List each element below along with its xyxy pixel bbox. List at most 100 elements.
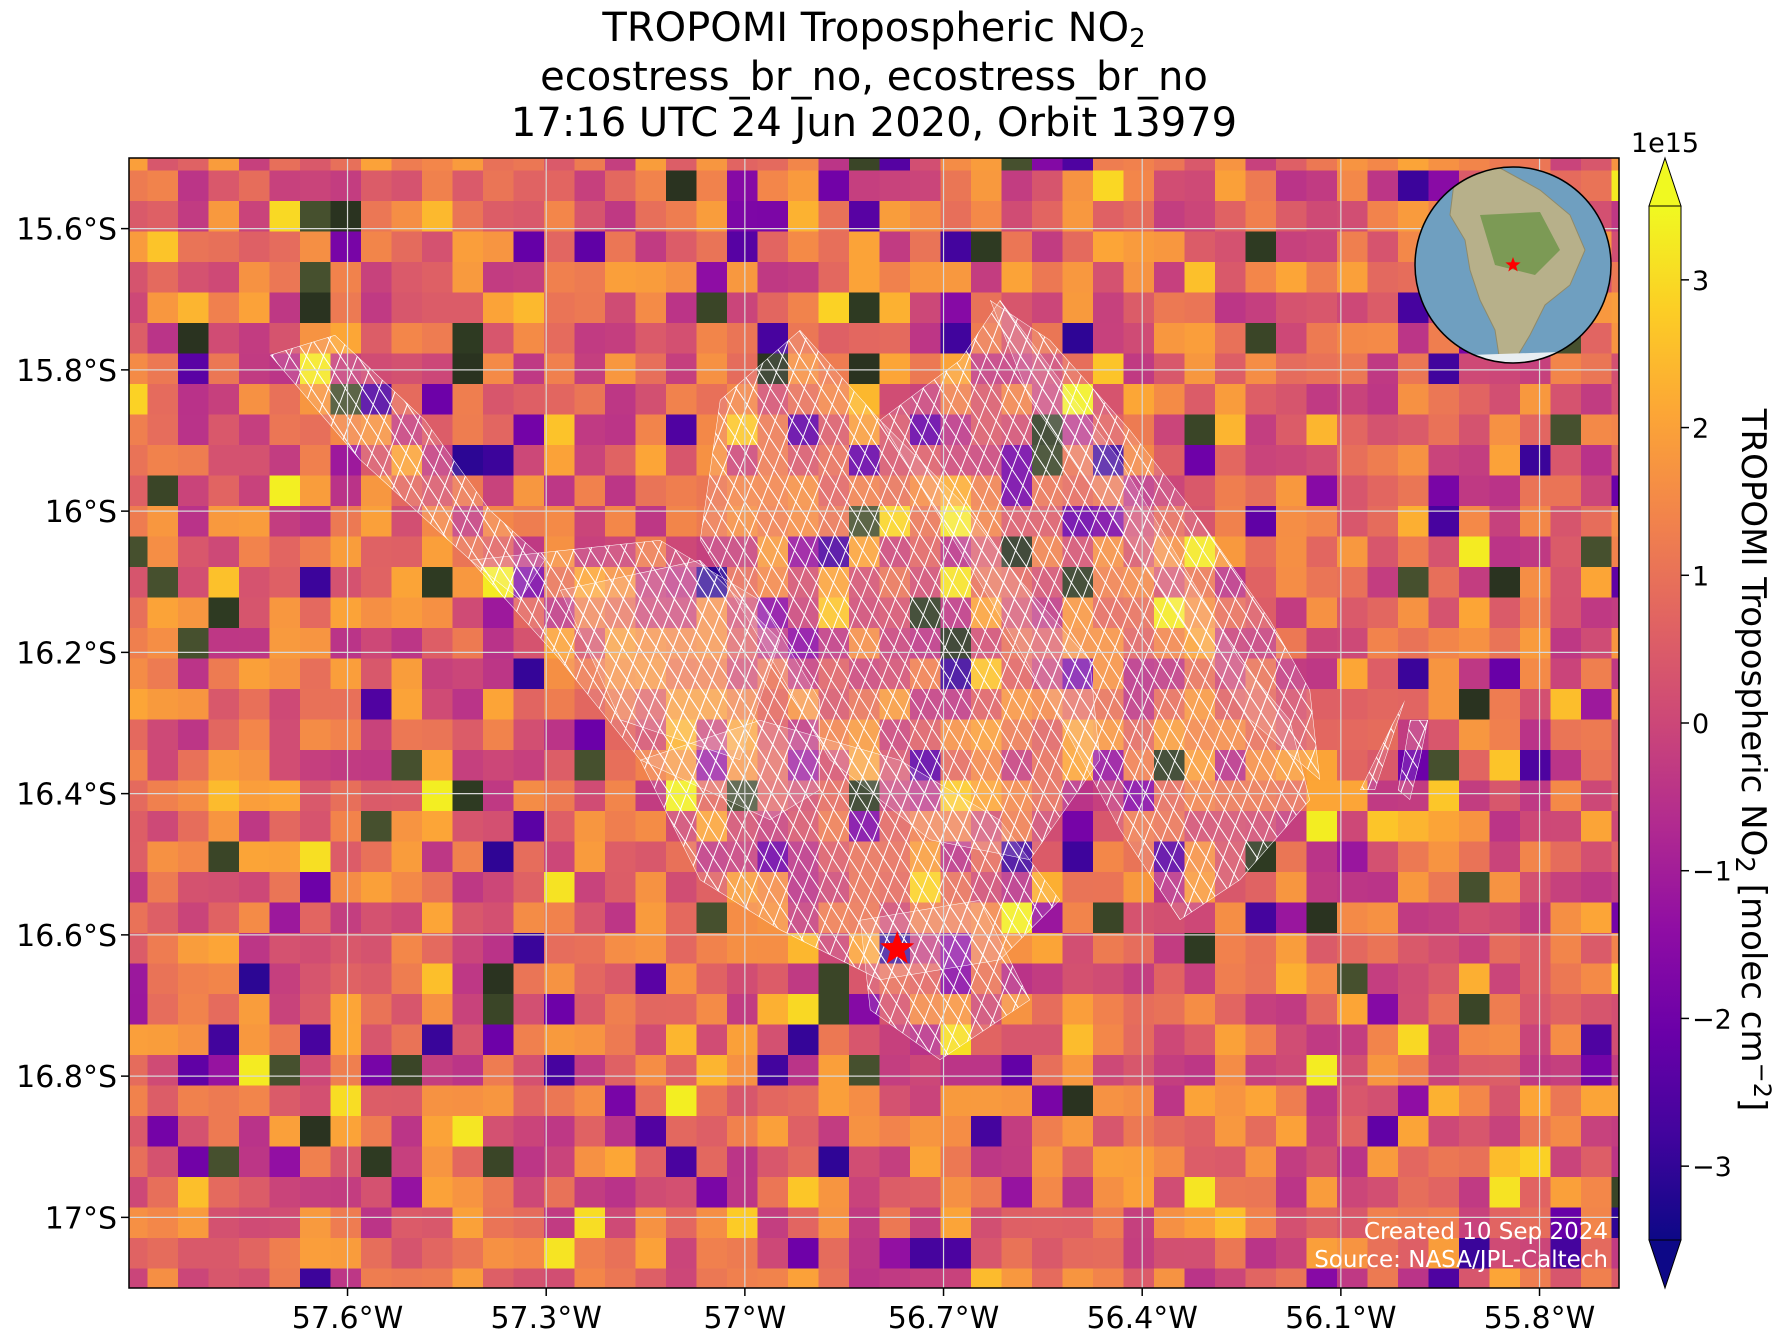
no2-pixel	[300, 1177, 332, 1209]
no2-pixel	[727, 1207, 759, 1239]
no2-pixel	[361, 689, 393, 721]
no2-pixel	[605, 475, 637, 507]
no2-pixel	[696, 475, 728, 507]
no2-pixel	[1337, 750, 1369, 782]
no2-pixel	[300, 262, 332, 294]
no2-pixel	[1276, 414, 1308, 446]
no2-pixel	[940, 231, 972, 263]
no2-pixel	[849, 231, 881, 263]
no2-pixel	[483, 158, 515, 172]
no2-pixel	[1032, 170, 1064, 202]
no2-pixel	[452, 353, 484, 385]
no2-pixel	[1459, 689, 1491, 721]
no2-pixel	[239, 536, 271, 568]
no2-pixel	[208, 1146, 240, 1178]
no2-pixel	[879, 536, 911, 568]
no2-pixel	[361, 658, 393, 690]
no2-pixel	[239, 994, 271, 1026]
no2-pixel	[239, 1207, 271, 1239]
no2-pixel	[1001, 231, 1033, 263]
no2-pixel	[483, 323, 515, 355]
no2-pixel	[422, 1024, 454, 1056]
no2-pixel	[129, 811, 149, 843]
footprint-mesh-line	[880, 300, 1310, 920]
no2-pixel	[269, 475, 301, 507]
no2-pixel	[483, 1055, 515, 1087]
no2-pixel	[361, 719, 393, 751]
no2-pixel	[117, 1299, 148, 1330]
no2-pixel	[605, 1207, 637, 1239]
no2-pixel	[1520, 445, 1552, 477]
no2-pixel	[422, 872, 454, 904]
footprint-mesh-line	[0, 0, 15, 1333]
footprint-mesh-line	[700, 330, 1100, 860]
no2-pixel	[1550, 1207, 1582, 1239]
no2-pixel	[1337, 536, 1369, 568]
footprint-mesh-line	[990, 300, 1320, 780]
no2-pixel	[483, 689, 515, 721]
no2-pixel	[422, 158, 454, 172]
no2-pixel	[453, 1330, 484, 1333]
no2-pixel	[1581, 811, 1613, 843]
no2-pixel	[300, 445, 332, 477]
no2-pixel	[1306, 445, 1338, 477]
no2-pixel	[422, 780, 454, 812]
no2-pixel	[129, 536, 149, 568]
no2-pixel	[818, 1024, 850, 1056]
no2-pixel	[1032, 1024, 1064, 1056]
no2-pixel	[849, 1177, 881, 1209]
no2-pixel	[757, 994, 789, 1026]
no2-pixel	[849, 963, 881, 995]
no2-pixel	[178, 1207, 210, 1239]
no2-pixel	[971, 353, 1003, 385]
footprint-mesh-line	[700, 330, 1100, 860]
no2-pixel	[544, 719, 576, 751]
footprint-mesh-line	[700, 330, 1100, 860]
no2-pixel	[452, 201, 484, 233]
no2-pixel	[513, 353, 545, 385]
no2-pixel	[696, 1146, 728, 1178]
no2-pixel	[178, 536, 210, 568]
no2-pixel	[574, 902, 606, 934]
no2-pixel	[300, 963, 332, 995]
no2-pixel	[971, 170, 1003, 202]
no2-pixel	[544, 158, 576, 172]
no2-pixel	[269, 158, 301, 172]
no2-pixel	[1367, 1055, 1399, 1087]
no2-pixel	[1489, 811, 1521, 843]
no2-pixel	[757, 1116, 789, 1148]
no2-pixel	[1306, 1238, 1338, 1270]
no2-pixel	[422, 1268, 454, 1288]
no2-pixel	[1032, 353, 1064, 385]
no2-pixel	[1581, 902, 1613, 934]
no2-pixel	[208, 658, 240, 690]
no2-pixel	[727, 231, 759, 263]
no2-pixel	[330, 1146, 362, 1178]
no2-pixel	[1459, 1085, 1491, 1117]
no2-pixel	[1337, 689, 1369, 721]
no2-pixel	[879, 841, 911, 873]
no2-pixel	[1581, 384, 1613, 416]
no2-pixel	[1489, 1085, 1521, 1117]
no2-pixel	[788, 1299, 819, 1330]
no2-pixel	[1520, 933, 1552, 965]
no2-pixel	[1032, 689, 1064, 721]
footprint-mesh-line	[880, 300, 1310, 920]
no2-pixel	[1611, 506, 1619, 538]
no2-pixel	[1032, 231, 1064, 263]
footprint-mesh-line	[560, 560, 780, 760]
no2-pixel	[910, 170, 942, 202]
no2-pixel	[129, 201, 149, 233]
no2-pixel	[1398, 719, 1430, 751]
no2-pixel	[910, 1085, 942, 1117]
no2-pixel-map	[117, 158, 1619, 1333]
no2-pixel	[239, 811, 271, 843]
no2-pixel	[574, 1268, 606, 1288]
no2-pixel	[666, 231, 698, 263]
footprint-mesh-line	[700, 330, 1100, 860]
no2-pixel	[422, 1085, 454, 1117]
no2-pixel	[1550, 1238, 1582, 1270]
no2-pixel	[208, 689, 240, 721]
no2-pixel	[269, 384, 301, 416]
no2-pixel	[1001, 1207, 1033, 1239]
